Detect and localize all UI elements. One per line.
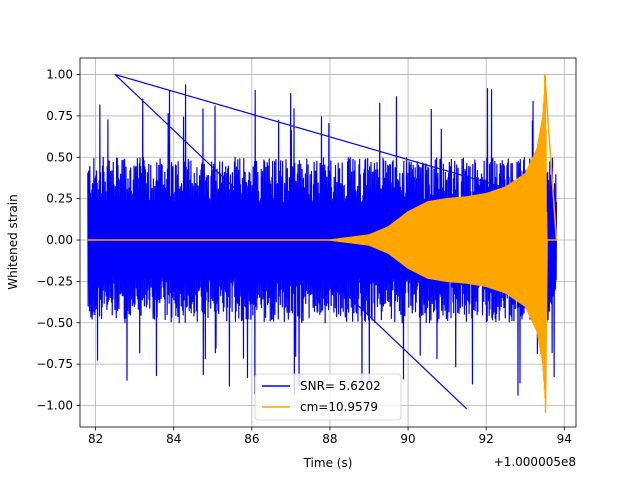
- y-axis-label: Whitened strain: [6, 194, 20, 290]
- x-tick-label: 86: [244, 432, 259, 446]
- y-tick-label: 0.75: [46, 109, 73, 123]
- x-tick-label: 82: [88, 432, 103, 446]
- y-tick-label: −1.00: [36, 398, 73, 412]
- y-tick-label: 0.25: [46, 192, 73, 206]
- plot-area: [87, 73, 558, 413]
- y-tick-label: 0.50: [46, 150, 73, 164]
- x-tick-label: 92: [479, 432, 494, 446]
- x-tick-label: 88: [322, 432, 337, 446]
- legend-label-cm: cm=10.9579: [300, 400, 378, 414]
- y-tick-label: −0.50: [36, 316, 73, 330]
- x-axis: 82 84 86 88 90 92 94: [88, 427, 572, 446]
- x-tick-label: 84: [166, 432, 181, 446]
- y-tick-label: 0.00: [46, 233, 73, 247]
- legend: SNR= 5.6202 cm=10.9579: [254, 373, 402, 421]
- legend-box: [254, 373, 402, 421]
- y-tick-label: 1.00: [46, 68, 73, 82]
- x-tick-label: 94: [557, 432, 572, 446]
- legend-label-snr: SNR= 5.6202: [300, 379, 381, 393]
- x-axis-label: Time (s): [303, 456, 353, 470]
- axes-frame: [79, 57, 577, 428]
- y-tick-label: −0.75: [36, 357, 73, 371]
- y-tick-label: −0.25: [36, 274, 73, 288]
- y-axis: 1.00 0.75 0.50 0.25 0.00 −0.25 −0.50 −0.75 −1.00: [36, 68, 80, 412]
- series-cm-line: [87, 73, 558, 413]
- x-offset-label: +1.000005e8: [494, 455, 576, 469]
- x-tick-label: 90: [400, 432, 415, 446]
